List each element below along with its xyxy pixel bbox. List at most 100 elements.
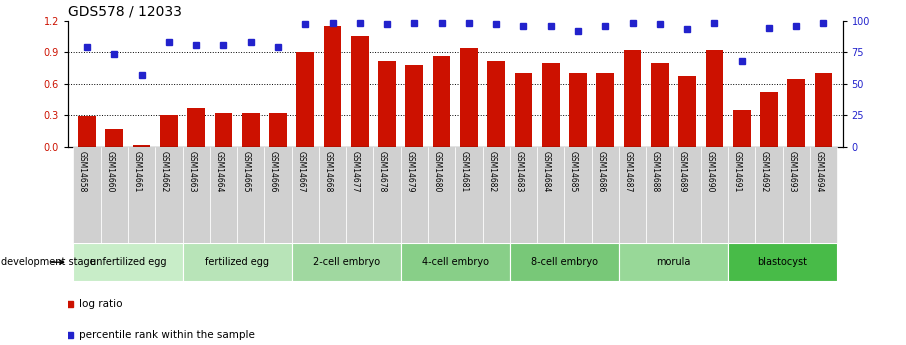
Bar [728,147,756,243]
Bar [487,61,505,147]
Bar [810,147,837,243]
Text: development stage: development stage [2,257,96,267]
Bar [182,243,292,281]
Bar [215,113,232,147]
Bar [760,92,777,147]
Bar [292,147,319,243]
Bar [78,116,96,147]
Text: 8-cell embryo: 8-cell embryo [531,257,598,267]
Text: morula: morula [656,257,690,267]
Text: GSM14687: GSM14687 [623,151,632,193]
Text: GSM14681: GSM14681 [460,151,469,193]
Text: GSM14683: GSM14683 [515,151,524,193]
Bar [814,73,833,147]
Bar [182,147,210,243]
Bar [569,73,587,147]
Bar [787,79,805,147]
Text: GSM14677: GSM14677 [351,151,360,193]
Text: 4-cell embryo: 4-cell embryo [422,257,488,267]
Bar [351,37,369,147]
Text: GSM14665: GSM14665 [242,151,251,193]
Bar [456,147,483,243]
Bar [101,147,128,243]
Text: GSM14666: GSM14666 [269,151,278,193]
Text: GSM14668: GSM14668 [323,151,333,193]
Text: GSM14667: GSM14667 [296,151,305,193]
Text: GSM14691: GSM14691 [733,151,742,193]
Text: GDS578 / 12033: GDS578 / 12033 [68,4,182,18]
Bar [265,147,292,243]
Bar [210,147,237,243]
Bar [400,243,510,281]
Bar [155,147,182,243]
Bar [323,26,342,147]
Bar [619,147,646,243]
Bar [460,48,477,147]
Bar [73,147,101,243]
Text: log ratio: log ratio [80,299,123,308]
Bar [237,147,265,243]
Bar [242,113,259,147]
Bar [373,147,400,243]
Text: GSM14662: GSM14662 [159,151,169,193]
Bar [592,147,619,243]
Bar [510,243,619,281]
Bar [537,147,564,243]
Bar [133,145,150,147]
Bar [728,243,837,281]
Bar [783,147,810,243]
Text: GSM14686: GSM14686 [596,151,605,193]
Text: GSM14685: GSM14685 [569,151,578,193]
Text: blastocyst: blastocyst [757,257,807,267]
Bar [105,129,123,147]
Bar [733,110,750,147]
Bar [296,52,314,147]
Text: GSM14690: GSM14690 [706,151,715,193]
Text: GSM14658: GSM14658 [78,151,87,193]
Bar [400,147,428,243]
Text: fertilized egg: fertilized egg [205,257,269,267]
Text: GSM14661: GSM14661 [132,151,141,193]
Bar [128,147,155,243]
Bar [378,61,396,147]
Text: percentile rank within the sample: percentile rank within the sample [80,330,255,339]
Bar [651,63,669,147]
Bar [564,147,592,243]
Text: 2-cell embryo: 2-cell embryo [313,257,380,267]
Text: GSM14663: GSM14663 [188,151,196,193]
Bar [433,56,450,147]
Text: GSM14694: GSM14694 [814,151,824,193]
Bar [706,50,723,147]
Bar [596,73,614,147]
Bar [673,147,700,243]
Bar [646,147,673,243]
Bar [619,243,728,281]
Text: GSM14682: GSM14682 [487,151,496,193]
Text: GSM14660: GSM14660 [105,151,114,193]
Text: GSM14692: GSM14692 [760,151,769,193]
Text: GSM14689: GSM14689 [678,151,687,193]
Bar [292,243,400,281]
Bar [756,147,783,243]
Text: unfertilized egg: unfertilized egg [90,257,166,267]
Bar [623,50,641,147]
Bar [510,147,537,243]
Bar [269,113,287,147]
Bar [188,108,205,147]
Bar [483,147,510,243]
Text: GSM14678: GSM14678 [378,151,387,193]
Text: GSM14680: GSM14680 [433,151,441,193]
Bar [679,76,696,147]
Bar [406,65,423,147]
Text: GSM14664: GSM14664 [215,151,224,193]
Bar [319,147,346,243]
Bar [346,147,373,243]
Bar [73,243,182,281]
Bar [542,63,560,147]
Bar [428,147,456,243]
Text: GSM14688: GSM14688 [651,151,660,193]
Text: GSM14679: GSM14679 [405,151,414,193]
Text: GSM14693: GSM14693 [787,151,796,193]
Text: GSM14684: GSM14684 [542,151,551,193]
Bar [700,147,728,243]
